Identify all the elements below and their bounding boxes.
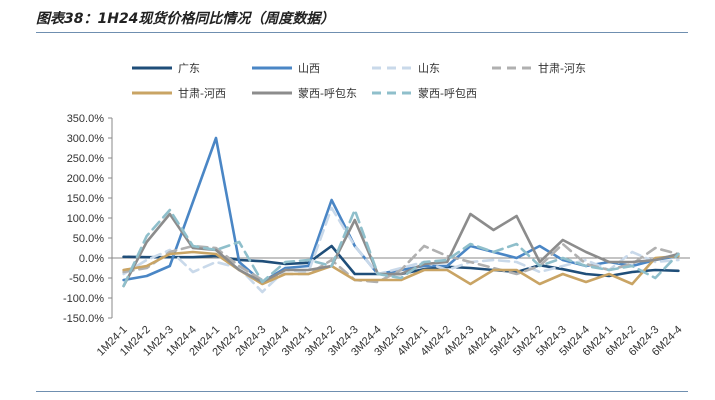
legend-label: 甘肃-河东 [538, 62, 586, 75]
series-line-3 [122, 206, 680, 294]
legend-label: 广东 [178, 62, 200, 75]
title-divider [36, 32, 688, 33]
y-tick-label: -100.0% [63, 293, 104, 305]
legend-label: 甘肃-河西 [178, 87, 226, 100]
series-line-5 [122, 250, 680, 286]
legend-label: 蒙西-呼包东 [298, 87, 357, 100]
series-line-6 [122, 212, 680, 288]
y-tick-label: -50.0% [69, 273, 104, 285]
y-tick-label: 200.0% [67, 173, 105, 185]
y-tick-label: 350.0% [67, 113, 105, 125]
y-tick-label: -150.0% [63, 313, 104, 325]
y-tick-label: 250.0% [67, 153, 105, 165]
x-axis-ticks: 1M24-11M24-21M24-31M24-42M24-12M24-22M24… [95, 324, 685, 359]
series-line-2 [122, 136, 680, 284]
y-tick-label: 100.0% [67, 213, 105, 225]
series-line-4 [122, 242, 680, 284]
legend-label: 山东 [418, 62, 440, 75]
y-tick-label: 0.0% [79, 253, 104, 265]
series-line-7 [122, 208, 680, 288]
axes [108, 117, 690, 319]
y-axis-ticks: 350.0% 300.0% 250.0% 200.0% 150.0% 100.0% 50.0… [63, 113, 104, 325]
y-tick-label: 50.0% [73, 233, 104, 245]
legend-label: 山西 [298, 62, 320, 75]
legend-label: 蒙西-呼包西 [418, 87, 477, 100]
y-tick-label: 150.0% [67, 193, 105, 205]
y-tick-label: 300.0% [67, 133, 105, 145]
series-lines [122, 136, 680, 294]
footer-divider [36, 391, 688, 392]
chart-title: 图表38：1H24现货价格同比情况（周度数据） [36, 11, 335, 27]
